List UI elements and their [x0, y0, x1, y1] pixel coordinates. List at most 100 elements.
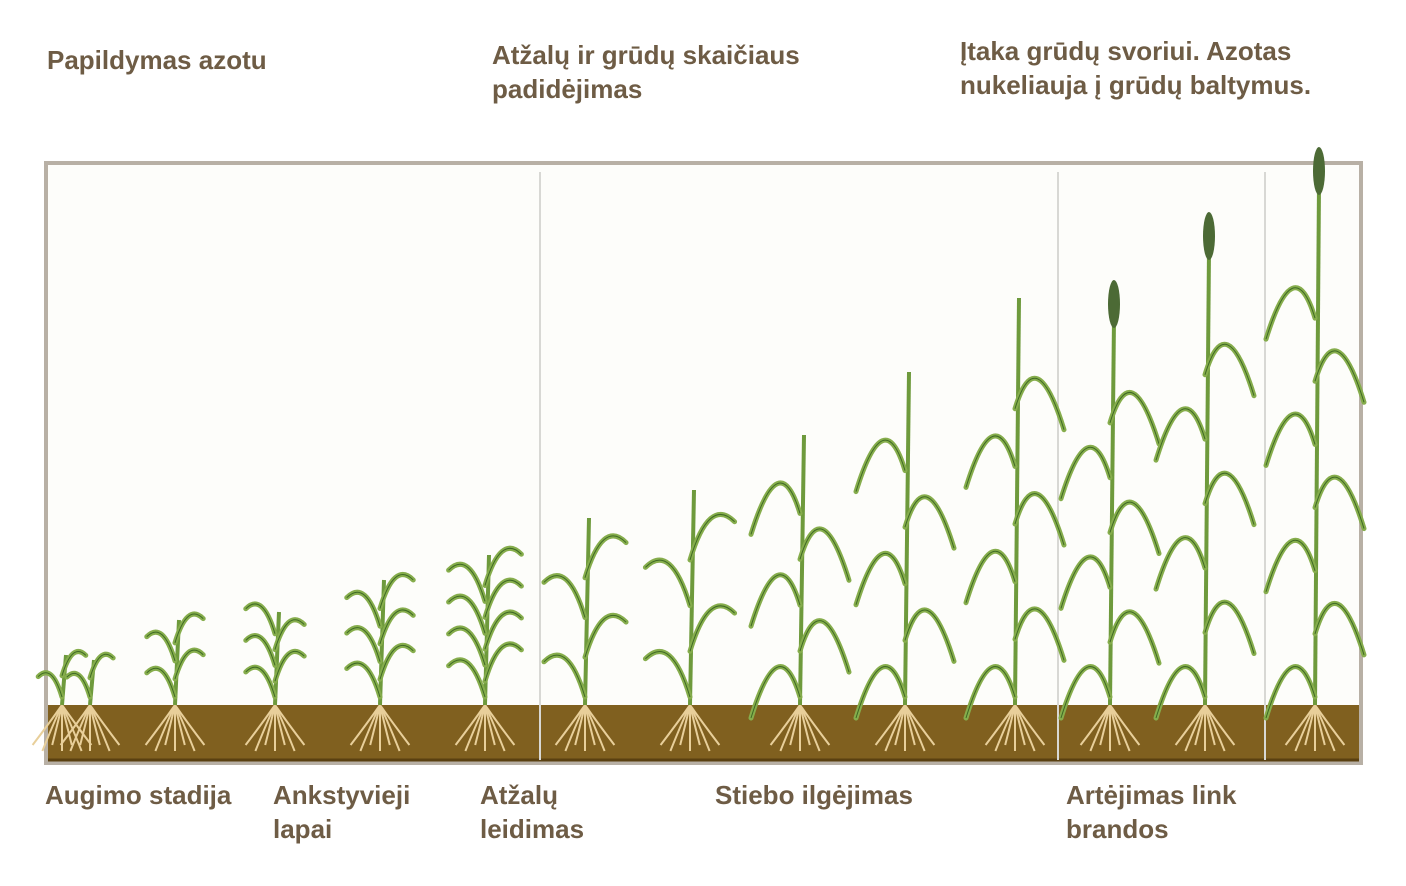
leaf-edge	[274, 650, 305, 682]
leaf-edge	[146, 667, 176, 698]
label-line: Augimo stadija	[45, 780, 232, 810]
root	[1204, 704, 1236, 746]
leaf-edge	[1155, 666, 1206, 719]
leaf-edge	[689, 513, 735, 561]
leaf-edge	[1060, 446, 1111, 499]
leaf-edge	[1060, 556, 1111, 609]
leaf-edge	[750, 666, 801, 719]
leaf-edge	[379, 645, 414, 680]
leaf-edge	[484, 643, 522, 682]
plant	[144, 611, 206, 752]
leaf-edge	[379, 609, 414, 645]
plants	[31, 147, 1367, 752]
leaf-edge	[274, 619, 305, 650]
leaf-edge	[484, 547, 522, 586]
root	[689, 704, 721, 746]
leaf-edge	[1109, 391, 1160, 445]
root	[174, 704, 206, 746]
leaf-edge	[1314, 350, 1365, 403]
plant	[748, 434, 852, 752]
stem	[273, 611, 281, 706]
leaf-edge	[448, 563, 486, 602]
root	[89, 704, 121, 746]
leaf-edge	[484, 579, 522, 618]
label-line: Artėjimas link	[1066, 780, 1237, 810]
label-line: brandos	[1066, 814, 1169, 844]
leaf-edge	[799, 528, 850, 581]
leaf-edge	[1109, 611, 1160, 664]
plant	[1263, 147, 1367, 752]
plant	[1058, 280, 1162, 752]
stage-label: Ankstyvieji lapai	[273, 778, 410, 846]
leaf-edge	[346, 591, 381, 627]
leaf-edge	[379, 574, 414, 609]
label-line: Atžalų	[480, 780, 558, 810]
leaf-edge	[543, 575, 586, 618]
leaf-edge	[1155, 408, 1206, 461]
phase-label: Įtaka grūdų svoriui. Azotas nukeliauja į …	[960, 34, 1311, 102]
leaf-edge	[245, 603, 276, 634]
plant	[541, 517, 629, 752]
leaf-edge	[689, 605, 735, 652]
leaf-edge	[1265, 666, 1316, 719]
stem	[688, 489, 696, 706]
stem	[903, 371, 911, 706]
stage-label: Stiebo ilgėjimas	[715, 778, 913, 812]
leaf-edge	[1204, 343, 1255, 396]
leaf-edge	[1314, 476, 1365, 529]
leaf-edge	[750, 482, 801, 535]
leaf-edge	[1109, 501, 1160, 554]
ear	[1313, 147, 1325, 195]
leaf-edge	[245, 666, 276, 698]
leaf-edge	[146, 631, 176, 662]
leaf-edge	[1014, 493, 1065, 546]
leaf-edge	[1265, 287, 1316, 340]
ear	[1108, 280, 1120, 328]
leaf-edge	[484, 611, 522, 650]
leaf-edge	[66, 672, 91, 698]
plant	[344, 572, 416, 752]
root	[1314, 704, 1346, 746]
label-line: leidimas	[480, 814, 585, 844]
root	[274, 704, 306, 746]
leaf-edge	[37, 672, 63, 698]
root	[584, 704, 616, 746]
stage-label: Atžalų leidimas	[480, 778, 584, 846]
plant	[642, 489, 738, 752]
label-line: Atžalų ir grūdų skaičiaus	[492, 40, 800, 70]
phase-label: Atžalų ir grūdų skaičiaus padidėjimas	[492, 38, 800, 106]
leaf-edge	[174, 649, 204, 680]
leaf-edge	[1265, 539, 1316, 592]
leaf-edge	[645, 559, 691, 606]
stage-label: Artėjimas link brandos	[1066, 778, 1237, 846]
label-line: Ankstyvieji	[273, 780, 411, 810]
plant	[31, 649, 93, 752]
leaf-edge	[799, 620, 850, 673]
plant	[243, 601, 307, 752]
soil	[48, 705, 1359, 760]
leaf-edge	[61, 651, 87, 676]
leaf-edge	[89, 653, 114, 679]
label-line: Stiebo ilgėjimas	[715, 780, 913, 810]
leaf-edge	[1204, 601, 1255, 654]
leaf-edge	[1204, 472, 1255, 525]
plant	[446, 545, 524, 752]
leaf-edge	[174, 613, 204, 643]
root	[799, 704, 831, 746]
leaf-edge	[1314, 602, 1365, 656]
leaf-edge	[448, 659, 486, 698]
plant	[1153, 212, 1257, 752]
plant	[59, 651, 121, 752]
plant	[963, 297, 1067, 752]
label-line: padidėjimas	[492, 74, 643, 104]
leaf-edge	[1155, 537, 1206, 590]
leaf-edge	[750, 574, 801, 627]
leaf-edge	[904, 609, 955, 662]
leaf-edge	[346, 627, 381, 662]
root	[1014, 704, 1046, 746]
leaf-edge	[965, 666, 1016, 719]
leaf-edge	[855, 439, 906, 492]
leaf-edge	[904, 496, 955, 549]
